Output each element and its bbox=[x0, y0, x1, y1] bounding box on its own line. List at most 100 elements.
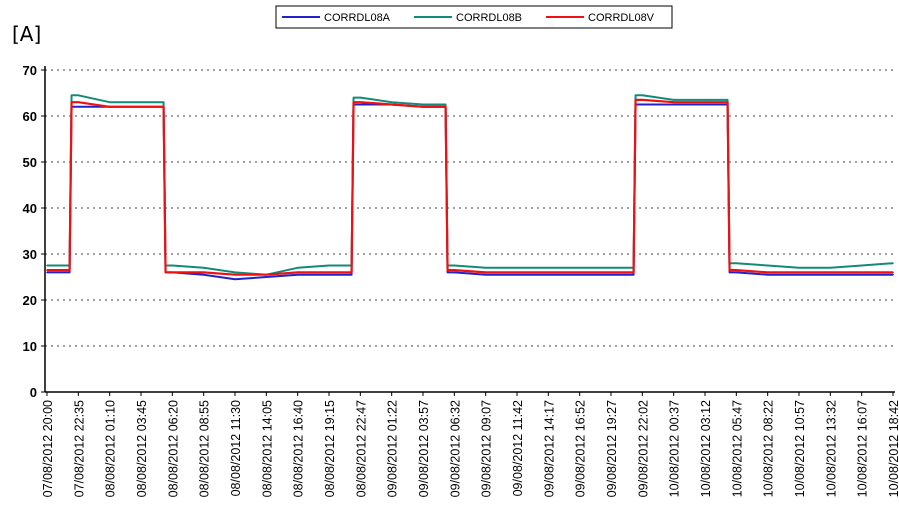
series-line-corrdl08v bbox=[47, 98, 893, 276]
x-tick-label: 08/08/2012 06:20 bbox=[166, 400, 180, 497]
data-point bbox=[798, 271, 800, 274]
data-point bbox=[735, 271, 738, 274]
data-point bbox=[860, 273, 863, 276]
x-tick-label: 09/08/2012 11:42 bbox=[511, 400, 525, 496]
data-point bbox=[484, 267, 487, 269]
data-point bbox=[610, 271, 612, 274]
x-tick-label: 07/08/2012 20:00 bbox=[41, 400, 55, 497]
data-point bbox=[422, 103, 424, 106]
legend-label: CORRDL08B bbox=[456, 12, 522, 24]
data-point bbox=[140, 101, 142, 103]
data-point bbox=[704, 101, 706, 103]
data-point bbox=[735, 262, 738, 265]
gridlines bbox=[45, 69, 895, 347]
data-point bbox=[641, 99, 644, 101]
x-tick-label: 10/08/2012 03:12 bbox=[699, 400, 713, 497]
x-tick-label: 09/08/2012 19:27 bbox=[605, 400, 619, 497]
x-tick-label: 08/08/2012 22:47 bbox=[354, 400, 368, 497]
data-point bbox=[641, 94, 644, 97]
data-point bbox=[829, 271, 832, 274]
data-point bbox=[578, 273, 581, 276]
y-tick-label: 30 bbox=[23, 247, 37, 262]
data-point bbox=[453, 271, 456, 274]
data-point bbox=[860, 271, 863, 274]
data-point bbox=[108, 101, 111, 103]
data-point bbox=[390, 103, 393, 106]
series-lines bbox=[46, 94, 894, 281]
x-tick-label: 10/08/2012 08:22 bbox=[762, 400, 776, 497]
axes: 0 10 20 30 40 50 60 70 07/08/2012 20:00 07/08/201… bbox=[23, 63, 899, 497]
data-point bbox=[892, 273, 894, 276]
data-point bbox=[829, 273, 832, 276]
legend-box bbox=[275, 5, 673, 29]
data-point bbox=[46, 269, 48, 271]
data-point bbox=[171, 264, 174, 267]
x-tick-label: 07/08/2012 22:35 bbox=[72, 400, 86, 497]
data-point bbox=[547, 271, 550, 274]
x-tick-label: 09/08/2012 14:17 bbox=[542, 400, 556, 497]
data-point bbox=[798, 267, 800, 269]
x-tick-label: 10/08/2012 13:32 bbox=[824, 400, 838, 497]
data-point bbox=[77, 101, 80, 103]
data-point bbox=[453, 269, 456, 271]
data-point bbox=[578, 271, 581, 274]
y-tick-label: 70 bbox=[23, 63, 37, 78]
x-tick-label: 10/08/2012 10:57 bbox=[793, 400, 807, 497]
data-point bbox=[578, 267, 581, 269]
data-point bbox=[328, 271, 330, 274]
data-point bbox=[202, 267, 205, 269]
series-line-corrdl08a bbox=[47, 103, 893, 281]
data-point bbox=[547, 273, 550, 276]
data-point bbox=[798, 273, 800, 276]
series-line-corrdl08b bbox=[47, 94, 894, 276]
data-point bbox=[234, 271, 236, 274]
data-point bbox=[484, 273, 487, 276]
x-tick-label: 08/08/2012 14:05 bbox=[260, 400, 274, 497]
data-point bbox=[296, 271, 299, 274]
data-point bbox=[672, 103, 675, 106]
data-point bbox=[516, 273, 518, 276]
data-point bbox=[892, 271, 894, 274]
data-point bbox=[516, 271, 518, 274]
y-tick-label: 40 bbox=[23, 201, 37, 216]
data-point bbox=[672, 99, 675, 101]
data-point bbox=[46, 271, 48, 274]
legend: CORRDL08A CORRDL08B CORRDL08V bbox=[275, 5, 673, 29]
data-point bbox=[234, 273, 236, 276]
y-tick-label: 10 bbox=[23, 339, 37, 354]
data-point bbox=[234, 278, 236, 281]
data-point bbox=[140, 106, 142, 108]
x-tick-label: 09/08/2012 22:02 bbox=[636, 400, 650, 497]
data-point bbox=[359, 96, 362, 99]
y-tick-label: 50 bbox=[23, 155, 37, 170]
data-point bbox=[672, 101, 675, 103]
data-point bbox=[892, 262, 894, 265]
x-tick-label: 08/08/2012 03:45 bbox=[135, 400, 149, 497]
data-point bbox=[265, 273, 268, 276]
data-point bbox=[390, 101, 393, 103]
data-point bbox=[422, 106, 424, 108]
data-point bbox=[202, 273, 205, 276]
data-point bbox=[766, 264, 769, 267]
x-tick-label: 08/08/2012 08:55 bbox=[198, 400, 212, 497]
panel-label: [A] bbox=[12, 22, 42, 46]
data-point bbox=[108, 106, 111, 108]
data-point bbox=[77, 106, 80, 108]
legend-label: CORRDL08V bbox=[588, 12, 655, 24]
data-point bbox=[860, 264, 863, 267]
x-tick-label: 08/08/2012 16:40 bbox=[292, 400, 306, 497]
x-tick-label: 08/08/2012 19:15 bbox=[323, 400, 337, 497]
data-point bbox=[704, 99, 706, 101]
data-point bbox=[766, 271, 769, 274]
data-point bbox=[328, 264, 330, 267]
data-point bbox=[516, 267, 518, 269]
x-tick-label: 10/08/2012 00:37 bbox=[668, 400, 682, 497]
x-tick-label: 10/08/2012 16:07 bbox=[856, 400, 870, 497]
data-point bbox=[829, 267, 832, 269]
data-point bbox=[202, 271, 205, 274]
data-point bbox=[359, 101, 362, 103]
data-point bbox=[296, 273, 299, 276]
x-tick-label: 09/08/2012 06:32 bbox=[448, 400, 462, 497]
